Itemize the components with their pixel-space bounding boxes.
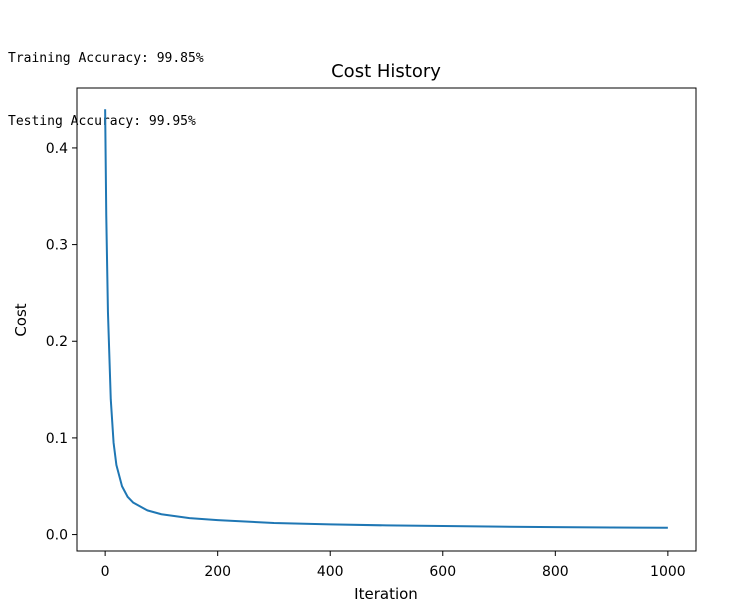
- plot-area: [104, 109, 668, 529]
- training-accuracy-text: Training Accuracy: 99.85%: [8, 51, 204, 66]
- y-tick-label: 0.2: [46, 334, 68, 350]
- y-axis: 0.0 0.1 0.2 0.3 0.4: [46, 141, 77, 544]
- y-tick-label: 0.4: [46, 141, 68, 157]
- x-axis: 0 200 400 600 800 1000: [101, 551, 686, 580]
- plot-frame: [76, 87, 697, 552]
- console-output: Training Accuracy: 99.85% Testing Accura…: [8, 6, 204, 153]
- x-tick-label: 200: [204, 564, 231, 580]
- x-tick-label: 1000: [650, 564, 686, 580]
- x-tick-label: 600: [429, 564, 456, 580]
- x-tick-label: 0: [101, 564, 110, 580]
- x-tick-label: 800: [542, 564, 569, 580]
- chart-title: Cost History: [331, 61, 441, 82]
- x-tick-label: 400: [317, 564, 344, 580]
- x-axis-label: Iteration: [354, 585, 418, 603]
- series-line-0: [104, 109, 668, 529]
- y-axis-label: Cost: [12, 303, 30, 336]
- y-tick-label: 0.0: [46, 528, 68, 544]
- y-tick-label: 0.3: [46, 238, 68, 254]
- testing-accuracy-text: Testing Accuracy: 99.95%: [8, 114, 196, 129]
- y-tick-label: 0.1: [46, 431, 68, 447]
